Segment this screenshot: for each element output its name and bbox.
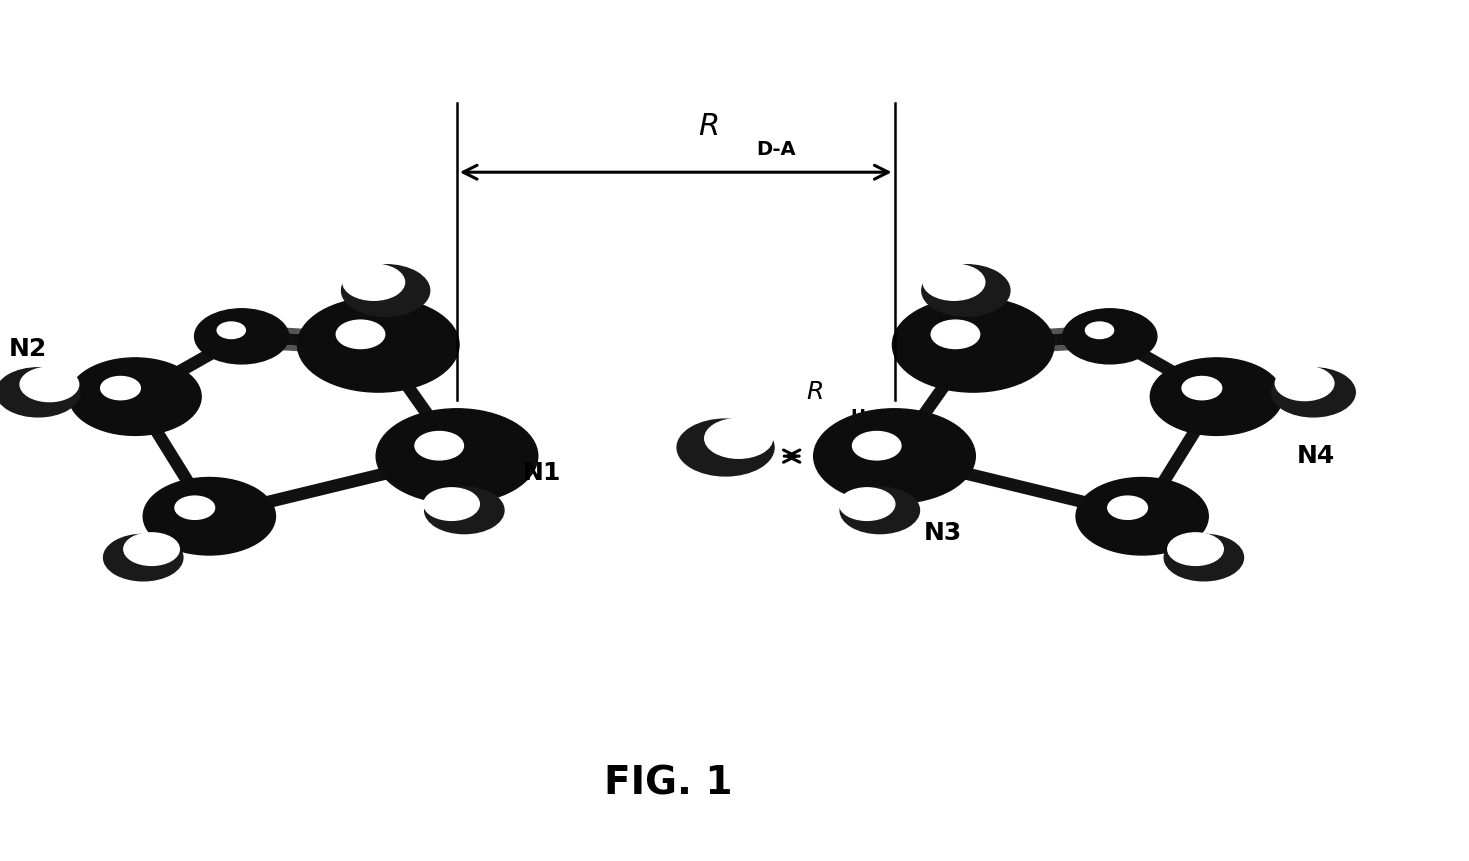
Circle shape: [1064, 309, 1158, 364]
Circle shape: [705, 418, 773, 458]
Circle shape: [677, 419, 774, 476]
Circle shape: [852, 431, 900, 460]
Circle shape: [175, 496, 214, 519]
Circle shape: [814, 409, 975, 504]
Circle shape: [1163, 535, 1243, 581]
Circle shape: [931, 320, 980, 349]
Circle shape: [923, 264, 984, 300]
Circle shape: [1075, 478, 1208, 555]
Circle shape: [341, 264, 429, 316]
Circle shape: [217, 322, 245, 338]
Text: N3: N3: [924, 521, 962, 545]
Circle shape: [414, 431, 463, 460]
Circle shape: [839, 488, 895, 520]
Circle shape: [69, 358, 201, 436]
Text: N2: N2: [9, 338, 47, 362]
Circle shape: [1168, 533, 1224, 566]
Circle shape: [123, 533, 179, 566]
Circle shape: [892, 297, 1053, 392]
Circle shape: [423, 488, 479, 520]
Circle shape: [425, 487, 504, 534]
Circle shape: [1275, 366, 1334, 400]
Circle shape: [1086, 322, 1114, 338]
Circle shape: [194, 309, 288, 364]
Circle shape: [840, 487, 920, 534]
Circle shape: [1183, 376, 1222, 400]
Text: N1: N1: [523, 461, 561, 486]
Text: D-A: D-A: [757, 140, 796, 159]
Circle shape: [103, 535, 182, 581]
Text: $R$: $R$: [806, 381, 823, 405]
Circle shape: [1150, 358, 1282, 436]
Text: N4: N4: [1297, 444, 1335, 468]
Circle shape: [101, 376, 141, 400]
Circle shape: [297, 297, 458, 392]
Circle shape: [1272, 368, 1356, 417]
Text: $R$: $R$: [698, 111, 718, 142]
Circle shape: [0, 368, 79, 417]
Text: H: H: [851, 408, 865, 426]
Circle shape: [376, 409, 538, 504]
Circle shape: [342, 264, 404, 300]
Circle shape: [336, 320, 385, 349]
Circle shape: [142, 478, 276, 555]
Text: FIG. 1: FIG. 1: [604, 765, 733, 802]
Circle shape: [921, 264, 1011, 316]
Circle shape: [1108, 496, 1147, 519]
Circle shape: [21, 368, 79, 401]
